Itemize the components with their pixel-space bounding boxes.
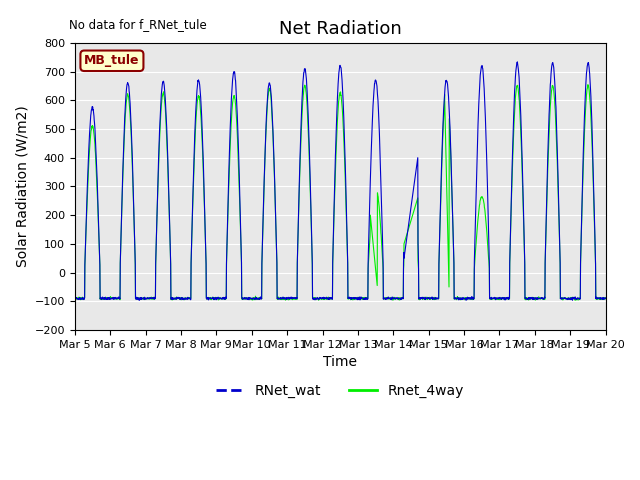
Rnet_4way — [494, 297, 502, 302]
RNet_wat — [602, 295, 609, 301]
Line: Rnet_4way: Rnet_4way — [75, 84, 605, 300]
RNet_wat — [513, 59, 521, 65]
Text: MB_tule: MB_tule — [84, 54, 140, 67]
X-axis label: Time: Time — [323, 355, 357, 369]
Rnet_4way — [584, 82, 592, 87]
RNet_wat — [495, 295, 502, 301]
Text: No data for f_RNet_tule: No data for f_RNet_tule — [70, 18, 207, 31]
Legend: RNet_wat, Rnet_4way: RNet_wat, Rnet_4way — [211, 378, 470, 404]
Rnet_4way — [602, 296, 609, 301]
Rnet_4way — [219, 295, 227, 301]
Y-axis label: Solar Radiation (W/m2): Solar Radiation (W/m2) — [15, 106, 29, 267]
Rnet_4way — [355, 296, 363, 302]
RNet_wat — [356, 295, 364, 301]
Rnet_4way — [570, 296, 577, 301]
RNet_wat — [556, 218, 563, 224]
Rnet_4way — [555, 206, 563, 212]
RNet_wat — [570, 295, 578, 301]
Title: Net Radiation: Net Radiation — [279, 21, 401, 38]
RNet_wat — [135, 298, 143, 303]
Rnet_4way — [572, 297, 580, 303]
RNet_wat — [71, 295, 79, 301]
RNet_wat — [220, 295, 227, 300]
Rnet_4way — [367, 217, 374, 223]
Line: RNet_wat: RNet_wat — [75, 62, 605, 300]
RNet_wat — [367, 154, 375, 159]
Rnet_4way — [71, 296, 79, 302]
